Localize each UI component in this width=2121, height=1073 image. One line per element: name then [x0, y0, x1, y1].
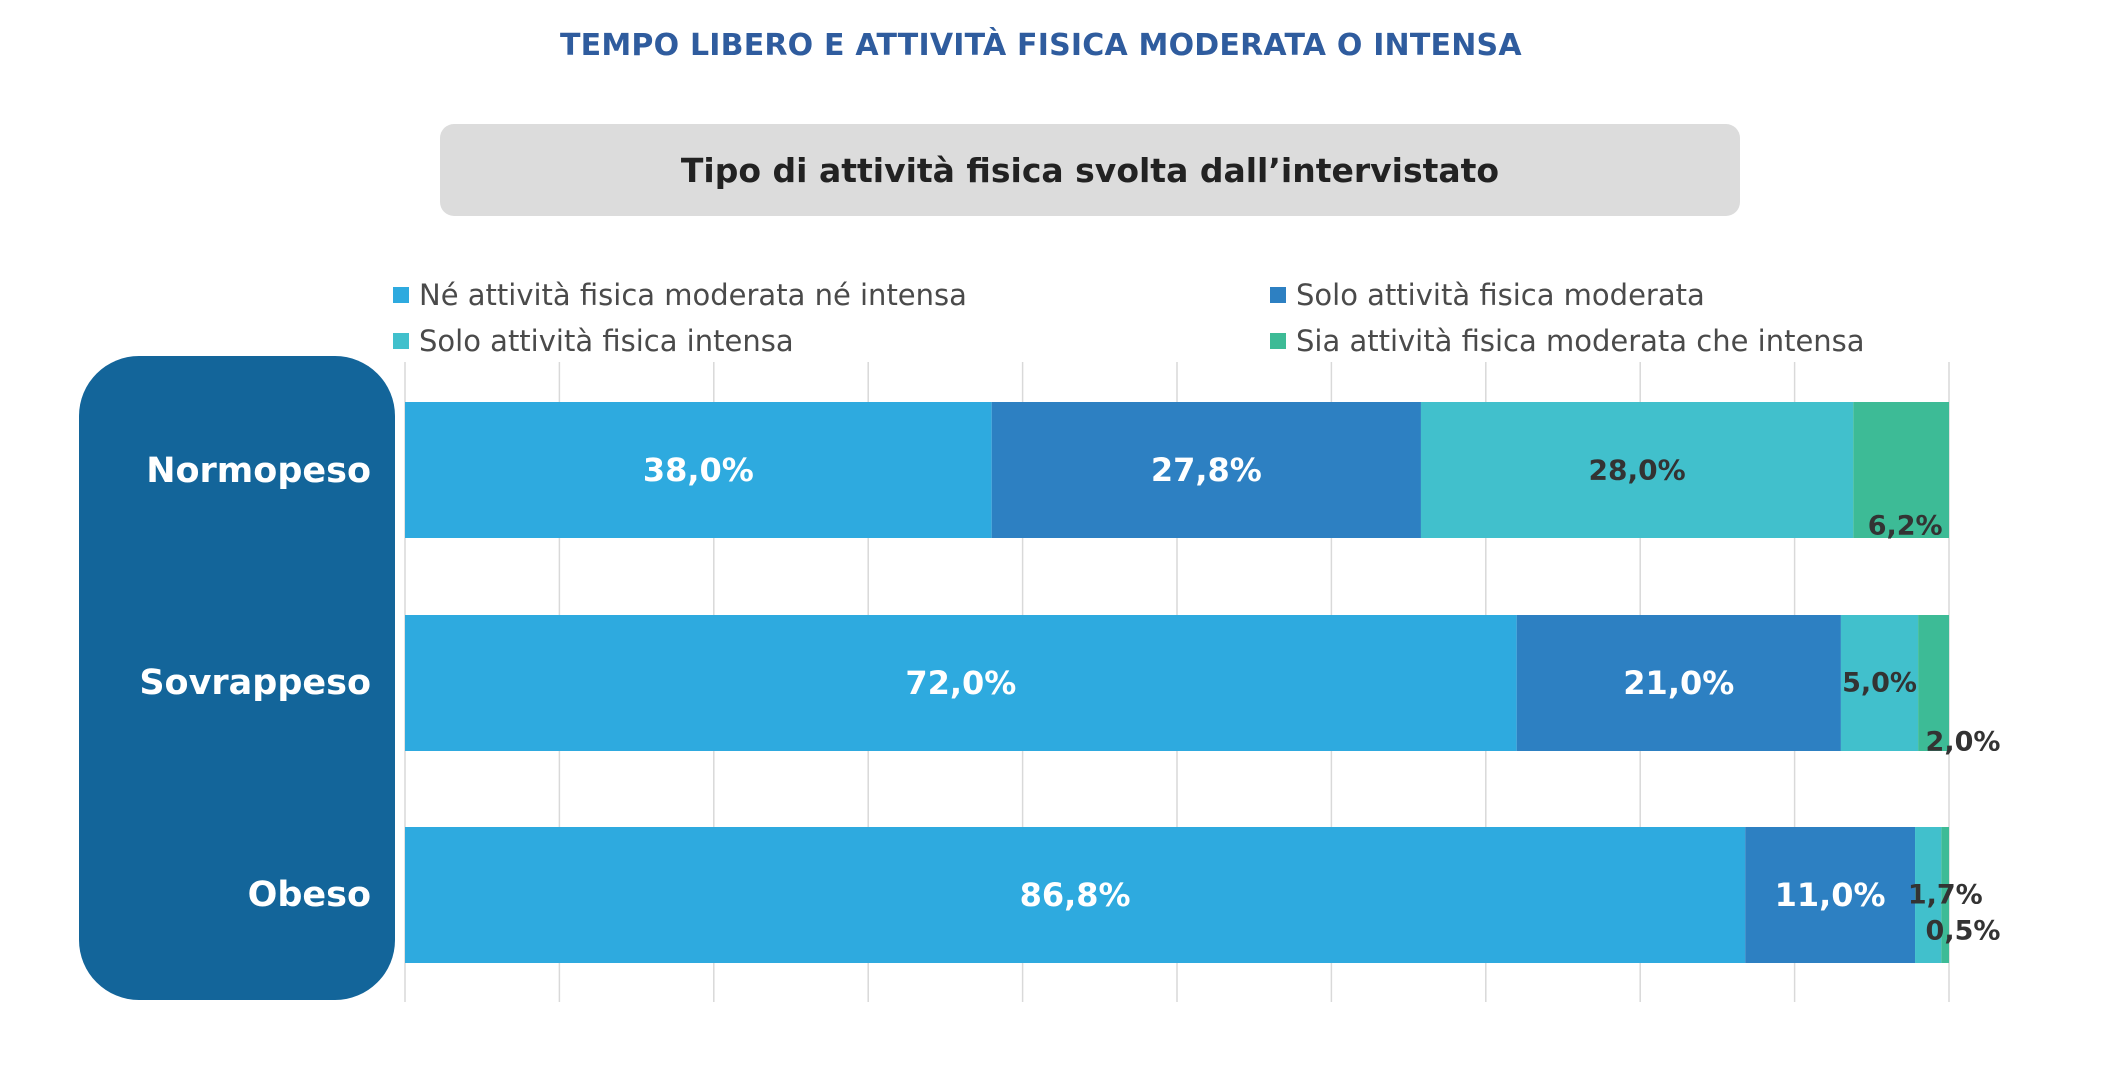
data-label-normopeso-none: 38,0% [643, 451, 754, 489]
data-label-sovrappeso-none: 72,0% [905, 664, 1016, 702]
data-label-normopeso-intense: 28,0% [1589, 454, 1686, 487]
legend-item-both: Sia attività fisica moderata che intensa [1270, 324, 1865, 358]
legend-label-moderate: Solo attività fisica moderata [1296, 278, 1705, 312]
category-label-panel: Normopeso Sovrappeso Obeso [79, 356, 395, 1000]
chart-subtitle: Tipo di attività fisica svolta dall’inte… [680, 150, 1500, 190]
bar-sovrappeso-intense [1840, 615, 1919, 751]
data-label-normopeso-both: 6,2% [1868, 511, 1943, 542]
data-label-sovrappeso-both: 2,0% [1926, 727, 2001, 758]
data-label-normopeso-moderate: 27,8% [1151, 451, 1262, 489]
bar-normopeso-intense [1420, 402, 1854, 538]
legend-item-intense: Solo attività fisica intensa [393, 324, 794, 358]
bar-obeso-intense [1915, 827, 1942, 963]
data-label-obeso-moderate: 11,0% [1775, 876, 1886, 914]
legend-item-none: Né attività fisica moderata né intensa [393, 278, 967, 312]
data-label-obeso-intense: 1,7% [1908, 880, 1983, 911]
legend-label-none: Né attività fisica moderata né intensa [419, 278, 967, 312]
data-label-obeso-both: 0,5% [1926, 916, 2001, 947]
data-label-sovrappeso-moderate: 21,0% [1623, 664, 1734, 702]
bar-obeso-moderate [1745, 827, 1916, 963]
bar-sovrappeso-moderate [1516, 615, 1841, 751]
bar-sovrappeso-none [405, 615, 1517, 751]
bar-sovrappeso-both [1918, 615, 1949, 751]
page-title: TEMPO LIBERO E ATTIVITÀ FISICA MODERATA … [560, 28, 1522, 63]
legend-label-intense: Solo attività fisica intensa [419, 324, 794, 358]
data-label-obeso-none: 86,8% [1020, 876, 1131, 914]
legend-swatch-both [1270, 333, 1286, 349]
bar-normopeso-both [1853, 402, 1949, 538]
bar-obeso-none [405, 827, 1746, 963]
legend-swatch-none [393, 287, 409, 303]
category-label-normopeso: Normopeso [146, 451, 371, 491]
legend-item-moderate: Solo attività fisica moderata [1270, 278, 1705, 312]
bar-normopeso-moderate [991, 402, 1421, 538]
legend-swatch-intense [393, 333, 409, 349]
bar-obeso-both [1941, 827, 1949, 963]
category-label-sovrappeso: Sovrappeso [139, 663, 371, 703]
legend-label-both: Sia attività fisica moderata che intensa [1296, 324, 1865, 358]
bar-normopeso-none [405, 402, 992, 538]
legend-swatch-moderate [1270, 287, 1286, 303]
data-label-sovrappeso-intense: 5,0% [1842, 668, 1917, 699]
chart-subtitle-box: Tipo di attività fisica svolta dall’inte… [440, 124, 1740, 216]
category-label-obeso: Obeso [247, 875, 371, 915]
